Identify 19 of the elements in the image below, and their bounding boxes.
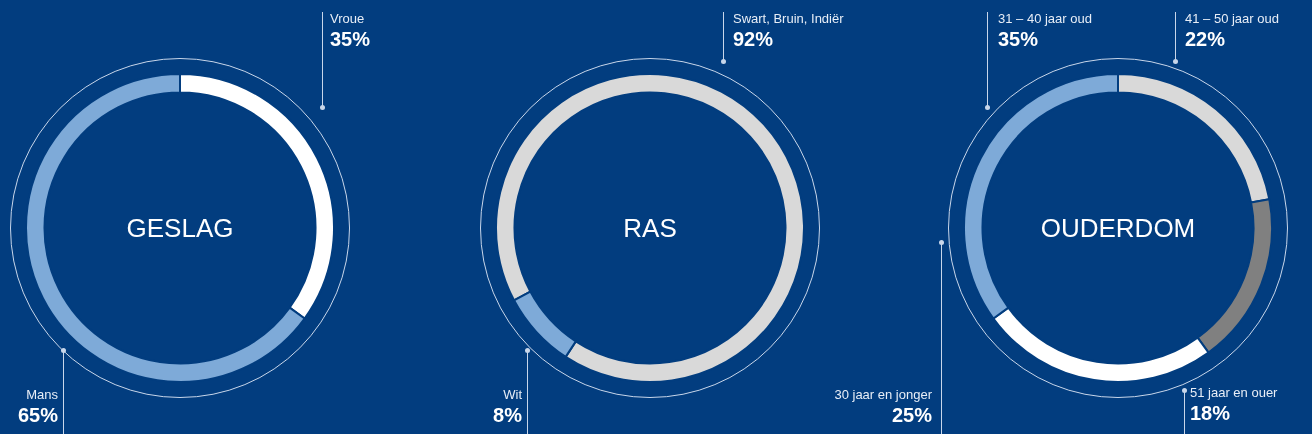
data-label: 35%: [998, 27, 1040, 51]
slice-label: Vroue: [330, 10, 366, 27]
slice-label: 31 – 40 jaar oud: [998, 10, 1092, 27]
text: GESLAG: [126, 212, 234, 244]
data-label: 92%: [733, 27, 775, 51]
slice-label: Mans: [25, 386, 58, 403]
data-label: 22%: [1185, 27, 1227, 51]
data-label: 65%: [17, 403, 58, 427]
slice-label: 51 jaar en ouer: [1190, 384, 1278, 401]
slice-label: 30 jaar en jonger: [834, 386, 932, 403]
data-label: 8%: [493, 403, 522, 427]
slice-label: 41 – 50 jaar oud: [1185, 10, 1279, 27]
text: OUDERDOM: [1040, 212, 1196, 244]
text: RAS: [623, 212, 677, 244]
data-label: 35%: [330, 27, 371, 51]
slice-label: Wit: [502, 386, 522, 403]
data-label: 18%: [1190, 401, 1232, 425]
data-label: 25%: [890, 403, 932, 427]
slice-label: Swart, Bruin, Indiër: [733, 10, 844, 27]
